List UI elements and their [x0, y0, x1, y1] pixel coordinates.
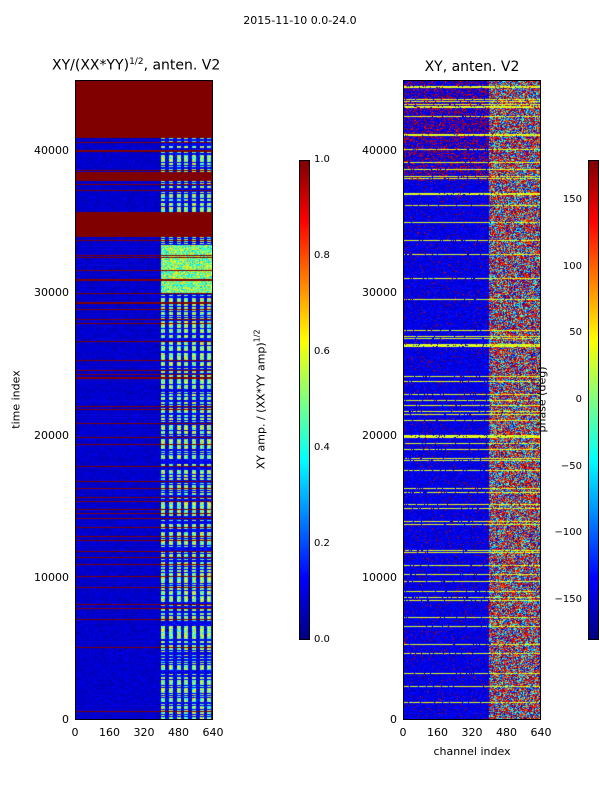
left-colorbar-label-sup: 1/2 — [252, 329, 262, 343]
left-colorbar-label: XY amp. / (XX*YY amp)1/2 — [253, 299, 268, 499]
colorbar-tick-label: 0 — [575, 394, 582, 405]
colorbar-tick-label: 1.0 — [314, 154, 330, 165]
left-plot-title: XY/(XX*YY)1/2, anten. V2 — [52, 57, 242, 74]
y-tick-label: 10000 — [34, 570, 69, 584]
left-title-main: XY/(XX*YY) — [52, 57, 130, 74]
x-tick-label: 320 — [133, 726, 155, 739]
right-heatmap — [404, 81, 540, 719]
right-colorbar-gradient — [589, 161, 598, 639]
right-colorbar-label: phase (deg) — [535, 366, 549, 433]
left-heatmap — [76, 81, 212, 719]
y-tick-label: 40000 — [362, 144, 397, 158]
colorbar-tick-label: 0.6 — [314, 346, 330, 357]
y-tick-label: 0 — [390, 713, 397, 726]
x-tick-label: 320 — [461, 726, 483, 739]
colorbar-tick-label: 0.8 — [314, 250, 330, 261]
left-y-axis-label: time index — [9, 370, 23, 429]
figure-title: 2015-11-10 0.0-24.0 — [243, 14, 357, 27]
colorbar-tick-label: 150 — [562, 194, 582, 205]
colorbar-tick-label: 0.0 — [314, 634, 330, 645]
y-tick-label: 0 — [62, 713, 69, 726]
right-plot-title: XY, anten. V2 — [424, 59, 520, 75]
right-heatmap-frame — [403, 80, 541, 720]
left-heatmap-frame — [75, 80, 213, 720]
colorbar-tick-label: −50 — [560, 460, 582, 472]
x-tick-label: 480 — [496, 726, 517, 739]
colorbar-tick-label: −100 — [554, 527, 582, 539]
x-tick-label: 0 — [71, 726, 79, 739]
x-tick-label: 640 — [202, 726, 224, 739]
y-tick-label: 40000 — [34, 144, 69, 158]
right-colorbar — [588, 160, 599, 640]
colorbar-tick-label: 0.2 — [314, 538, 330, 549]
y-tick-label: 10000 — [362, 570, 397, 584]
y-tick-label: 20000 — [34, 428, 69, 442]
x-tick-label: 640 — [530, 726, 552, 739]
x-tick-label: 480 — [168, 726, 189, 739]
y-tick-label: 30000 — [34, 286, 69, 300]
left-colorbar — [299, 160, 310, 640]
right-x-axis-label: channel index — [433, 745, 511, 758]
y-tick-label: 20000 — [362, 428, 397, 442]
colorbar-tick-label: 0.4 — [314, 442, 330, 453]
left-title-tail: , anten. V2 — [143, 57, 221, 74]
y-tick-label: 30000 — [362, 286, 397, 300]
left-title-sup: 1/2 — [129, 57, 144, 67]
colorbar-tick-label: −150 — [554, 594, 582, 605]
left-colorbar-gradient — [300, 161, 309, 639]
colorbar-tick-label: 100 — [562, 260, 582, 272]
left-colorbar-label-main: XY amp. / (XX*YY amp) — [254, 342, 268, 470]
colorbar-tick-label: 50 — [569, 327, 582, 339]
x-tick-label: 0 — [399, 726, 407, 739]
x-tick-label: 160 — [427, 726, 448, 739]
x-tick-label: 160 — [99, 726, 120, 739]
